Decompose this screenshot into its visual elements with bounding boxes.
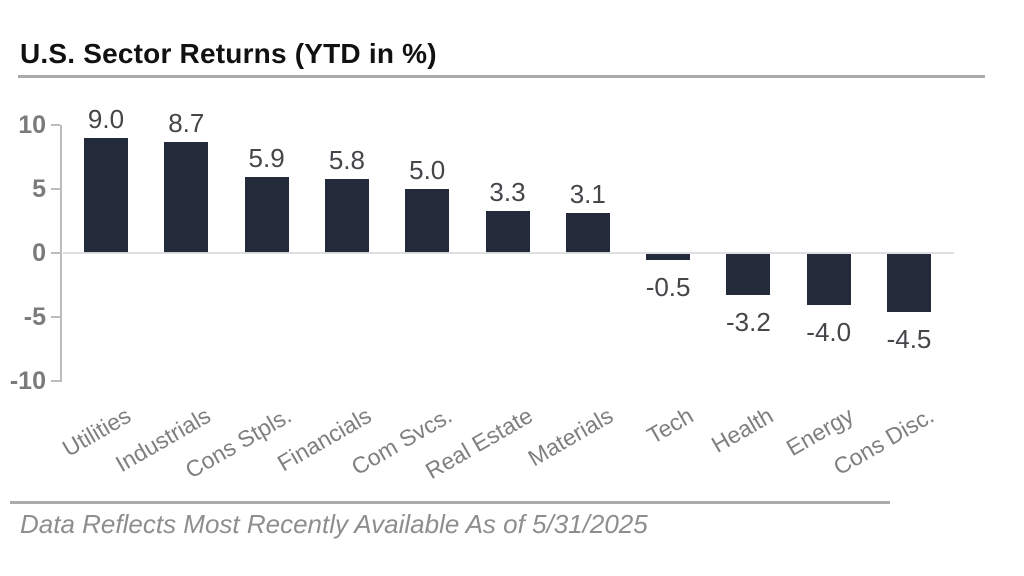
category-label: Materials bbox=[523, 402, 617, 472]
bar-value-label: -4.0 bbox=[806, 317, 852, 348]
y-axis-tick-label: -10 bbox=[9, 367, 46, 395]
footer-note: Data Reflects Most Recently Available As… bbox=[20, 509, 648, 539]
bar-value-label: 3.1 bbox=[569, 179, 606, 210]
bar bbox=[164, 141, 209, 253]
bar-value-label: 3.3 bbox=[489, 176, 526, 207]
bar-value-label: -4.5 bbox=[886, 323, 932, 354]
y-axis-tick-label: 5 bbox=[32, 175, 46, 203]
category-label: Health bbox=[706, 402, 778, 458]
y-axis-tick bbox=[51, 380, 60, 382]
y-axis-tick-label: -5 bbox=[23, 303, 46, 331]
footer-divider bbox=[10, 501, 890, 504]
y-axis-tick-label: 10 bbox=[18, 111, 46, 139]
bar-value-label: -3.2 bbox=[725, 306, 771, 337]
bar bbox=[646, 254, 691, 261]
bar bbox=[565, 213, 610, 253]
y-axis-tick bbox=[51, 124, 60, 126]
y-axis-tick-label: 0 bbox=[32, 239, 46, 267]
bar-value-label: 5.9 bbox=[248, 143, 285, 174]
y-axis-line bbox=[60, 125, 62, 382]
bar bbox=[726, 254, 771, 295]
bar bbox=[485, 210, 530, 253]
bar-value-label: 5.0 bbox=[409, 155, 446, 185]
bar-value-label: 9.0 bbox=[87, 103, 125, 134]
category-label: Tech bbox=[642, 402, 698, 449]
bar-value-label: -0.5 bbox=[645, 272, 691, 303]
zero-gridline bbox=[63, 252, 954, 254]
y-axis-tick bbox=[51, 316, 60, 318]
bar bbox=[84, 137, 128, 253]
bar bbox=[324, 178, 369, 253]
y-axis-tick bbox=[51, 252, 60, 254]
title-divider bbox=[18, 75, 985, 78]
bar bbox=[806, 254, 851, 306]
bar-value-label: 8.7 bbox=[168, 107, 205, 138]
chart-title: U.S. Sector Returns (YTD in %) bbox=[20, 38, 437, 69]
y-axis-tick bbox=[51, 188, 60, 190]
bar-value-label: 5.8 bbox=[328, 144, 365, 175]
bar bbox=[887, 254, 931, 312]
bar bbox=[244, 177, 289, 253]
bar bbox=[405, 189, 450, 253]
